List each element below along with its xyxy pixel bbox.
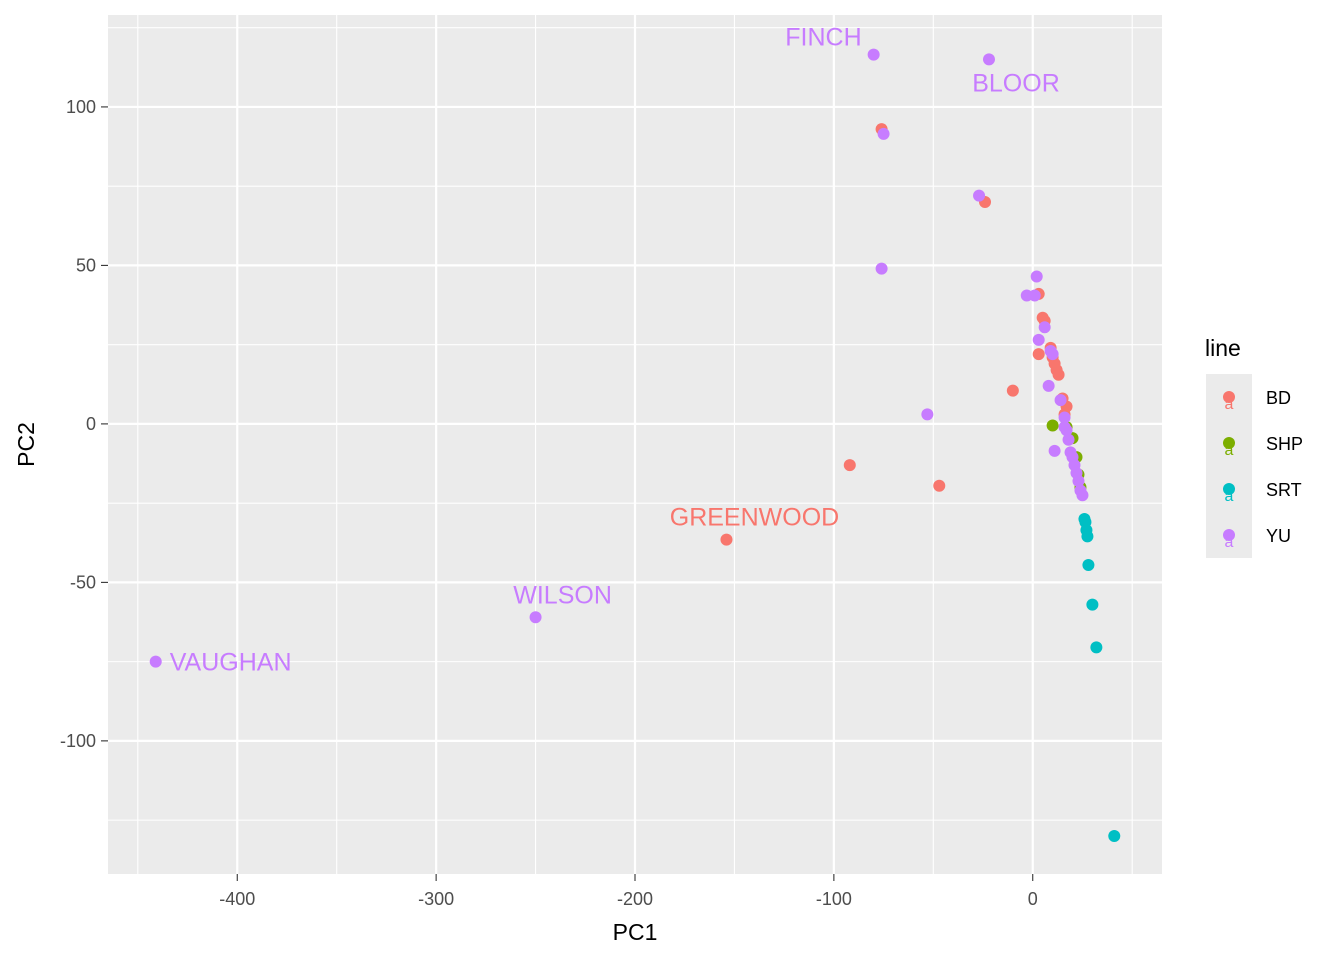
point-bd — [933, 479, 946, 492]
legend-key-glyph: a — [1225, 396, 1234, 413]
legend-label: SHP — [1266, 434, 1303, 454]
data-points — [149, 48, 1121, 842]
point-yu — [1038, 321, 1051, 334]
legend-title: line — [1205, 335, 1241, 361]
point-label-wilson: WILSON — [513, 581, 612, 609]
y-tick-label: 100 — [66, 97, 96, 117]
y-tick-label: -100 — [60, 731, 96, 751]
legend-item-shp: a SHP — [1206, 420, 1303, 466]
point-yu — [1046, 348, 1059, 361]
point-shp — [1046, 419, 1059, 432]
legend-key-glyph: a — [1225, 534, 1234, 551]
y-axis-title: PC2 — [13, 422, 39, 467]
x-tick-label: 0 — [1028, 889, 1038, 909]
legend-key-point — [1223, 483, 1235, 495]
point-yu — [1048, 444, 1061, 457]
legend-key-point — [1223, 437, 1235, 449]
y-tick-label: -50 — [70, 572, 96, 592]
point-bd — [1006, 384, 1019, 397]
y-tick-label: 50 — [76, 255, 96, 275]
point-srt — [1082, 558, 1095, 571]
point-yu — [1072, 474, 1085, 487]
legend-key-glyph: a — [1225, 442, 1234, 459]
point-yu — [149, 655, 162, 668]
point-label-greenwood: GREENWOOD — [670, 504, 839, 532]
point-yu — [529, 611, 542, 624]
point-label-vaughan: VAUGHAN — [170, 649, 292, 677]
x-axis: -400 -300 -200 -100 0 — [219, 874, 1038, 909]
legend-key-glyph: a — [1225, 488, 1234, 505]
point-yu — [973, 189, 986, 202]
legend-item-yu: a YU — [1206, 512, 1291, 558]
point-label-finch: FINCH — [785, 24, 861, 52]
x-tick-label: -300 — [418, 889, 454, 909]
point-yu — [1030, 270, 1043, 283]
point-yu — [1076, 489, 1089, 502]
point-bd — [843, 459, 856, 472]
x-tick-label: -400 — [219, 889, 255, 909]
legend-item-bd: a BD — [1206, 374, 1291, 420]
x-tick-label: -200 — [617, 889, 653, 909]
point-label-bloor: BLOOR — [972, 69, 1060, 97]
point-srt — [1086, 598, 1099, 611]
point-srt — [1090, 641, 1103, 654]
point-yu — [1042, 379, 1055, 392]
legend-label: SRT — [1266, 480, 1302, 500]
point-yu — [1062, 433, 1075, 446]
x-axis-title: PC1 — [613, 919, 658, 945]
point-yu — [875, 262, 888, 275]
grid-major — [108, 15, 1162, 874]
y-tick-label: 0 — [86, 414, 96, 434]
legend-key-point — [1223, 391, 1235, 403]
point-annotations: FINCH BLOOR GREENWOOD WILSON VAUGHAN — [170, 24, 1060, 677]
point-yu — [1060, 424, 1073, 437]
legend-label: YU — [1266, 526, 1291, 546]
point-yu — [982, 53, 995, 66]
legend-item-srt: a SRT — [1206, 466, 1302, 512]
point-yu — [867, 48, 880, 61]
legend-label: BD — [1266, 388, 1291, 408]
point-yu — [1054, 394, 1067, 407]
point-yu — [1058, 411, 1071, 424]
point-bd — [720, 533, 733, 546]
y-axis: -100 -50 0 50 100 — [60, 97, 108, 751]
point-yu — [877, 127, 890, 140]
point-bd — [1052, 368, 1065, 381]
point-yu — [1032, 333, 1045, 346]
point-yu — [1028, 289, 1041, 302]
legend: line a BD a SHP a SRT a YU — [1205, 335, 1303, 558]
point-bd — [1032, 348, 1045, 361]
point-yu — [921, 408, 934, 421]
point-srt — [1081, 530, 1094, 543]
point-srt — [1108, 829, 1121, 842]
x-tick-label: -100 — [816, 889, 852, 909]
legend-key-point — [1223, 529, 1235, 541]
